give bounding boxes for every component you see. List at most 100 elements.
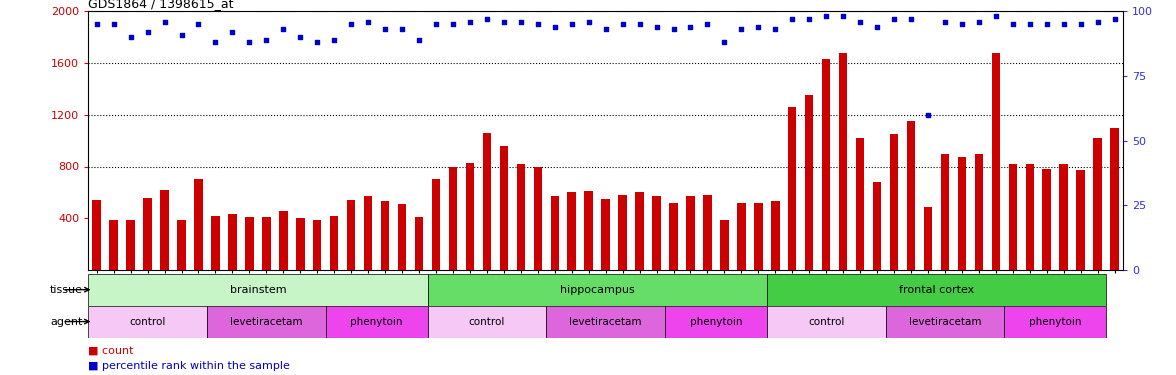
Bar <box>991 53 1000 270</box>
Bar <box>720 219 729 270</box>
Bar <box>1110 128 1118 270</box>
Point <box>630 21 649 27</box>
Point <box>274 26 293 32</box>
Bar <box>212 216 220 270</box>
Bar <box>547 306 664 338</box>
Bar <box>228 214 236 270</box>
Point <box>206 39 225 45</box>
Bar <box>771 201 780 270</box>
Point <box>546 24 564 30</box>
Point <box>155 19 174 25</box>
Bar <box>550 196 559 270</box>
Point <box>987 13 1005 20</box>
Bar <box>941 154 949 270</box>
Point <box>681 24 700 30</box>
Text: levetiracetam: levetiracetam <box>230 316 302 327</box>
Bar <box>601 199 610 270</box>
Point <box>87 21 106 27</box>
Point <box>240 39 259 45</box>
Bar <box>279 211 288 270</box>
Point <box>461 19 480 25</box>
Point <box>596 26 615 32</box>
Bar <box>838 53 848 270</box>
Bar <box>1042 169 1051 270</box>
Bar <box>907 121 915 270</box>
Point <box>1037 21 1056 27</box>
Point <box>359 19 377 25</box>
Text: control: control <box>469 316 505 327</box>
Bar <box>88 306 207 338</box>
Bar <box>886 306 1004 338</box>
Bar <box>262 217 270 270</box>
Bar <box>296 218 305 270</box>
Point <box>850 19 869 25</box>
Bar <box>143 198 152 270</box>
Bar <box>207 306 326 338</box>
Bar <box>381 201 389 270</box>
Bar <box>856 138 864 270</box>
Point <box>817 13 836 20</box>
Point <box>342 21 361 27</box>
Text: ■ percentile rank within the sample: ■ percentile rank within the sample <box>88 361 290 370</box>
Bar <box>88 274 428 306</box>
Bar <box>890 134 898 270</box>
Bar <box>160 190 169 270</box>
Point <box>325 37 343 43</box>
Bar <box>432 180 440 270</box>
Bar <box>178 219 186 270</box>
Point <box>562 21 581 27</box>
Bar <box>330 216 339 270</box>
Bar <box>245 217 254 270</box>
Text: agent: agent <box>49 316 82 327</box>
Bar <box>767 274 1107 306</box>
Point <box>749 24 768 30</box>
Bar <box>687 196 695 270</box>
Point <box>121 34 140 40</box>
Bar <box>737 203 746 270</box>
Point <box>699 21 717 27</box>
Point <box>375 26 394 32</box>
Point <box>409 37 428 43</box>
Text: tissue: tissue <box>49 285 82 295</box>
Bar <box>1060 164 1068 270</box>
Text: ■ count: ■ count <box>88 346 134 355</box>
Bar <box>1094 138 1102 270</box>
Point <box>1055 21 1074 27</box>
Bar <box>466 163 474 270</box>
Point <box>868 24 887 30</box>
Point <box>613 21 632 27</box>
Bar <box>428 274 767 306</box>
Bar <box>109 219 118 270</box>
Point <box>664 26 683 32</box>
Bar <box>415 217 423 270</box>
Text: levetiracetam: levetiracetam <box>569 316 642 327</box>
Point <box>223 29 242 35</box>
Bar <box>957 158 967 270</box>
Point <box>902 16 921 22</box>
Text: control: control <box>808 316 844 327</box>
Bar <box>326 306 428 338</box>
Text: brainstem: brainstem <box>229 285 286 295</box>
Point <box>512 19 530 25</box>
Bar <box>788 107 796 270</box>
Point <box>1021 21 1040 27</box>
Bar <box>363 196 373 270</box>
Text: control: control <box>129 316 166 327</box>
Text: phenytoin: phenytoin <box>350 316 403 327</box>
Point <box>715 39 734 45</box>
Bar <box>664 306 767 338</box>
Bar <box>1009 164 1017 270</box>
Point <box>172 32 191 38</box>
Point <box>800 16 818 22</box>
Point <box>443 21 462 27</box>
Point <box>969 19 988 25</box>
Point <box>138 29 156 35</box>
Point <box>1003 21 1022 27</box>
Bar <box>822 59 830 270</box>
Bar <box>534 166 542 270</box>
Bar <box>500 146 508 270</box>
Bar <box>568 192 576 270</box>
Point <box>783 16 802 22</box>
Bar <box>635 192 643 270</box>
Point <box>256 37 275 43</box>
